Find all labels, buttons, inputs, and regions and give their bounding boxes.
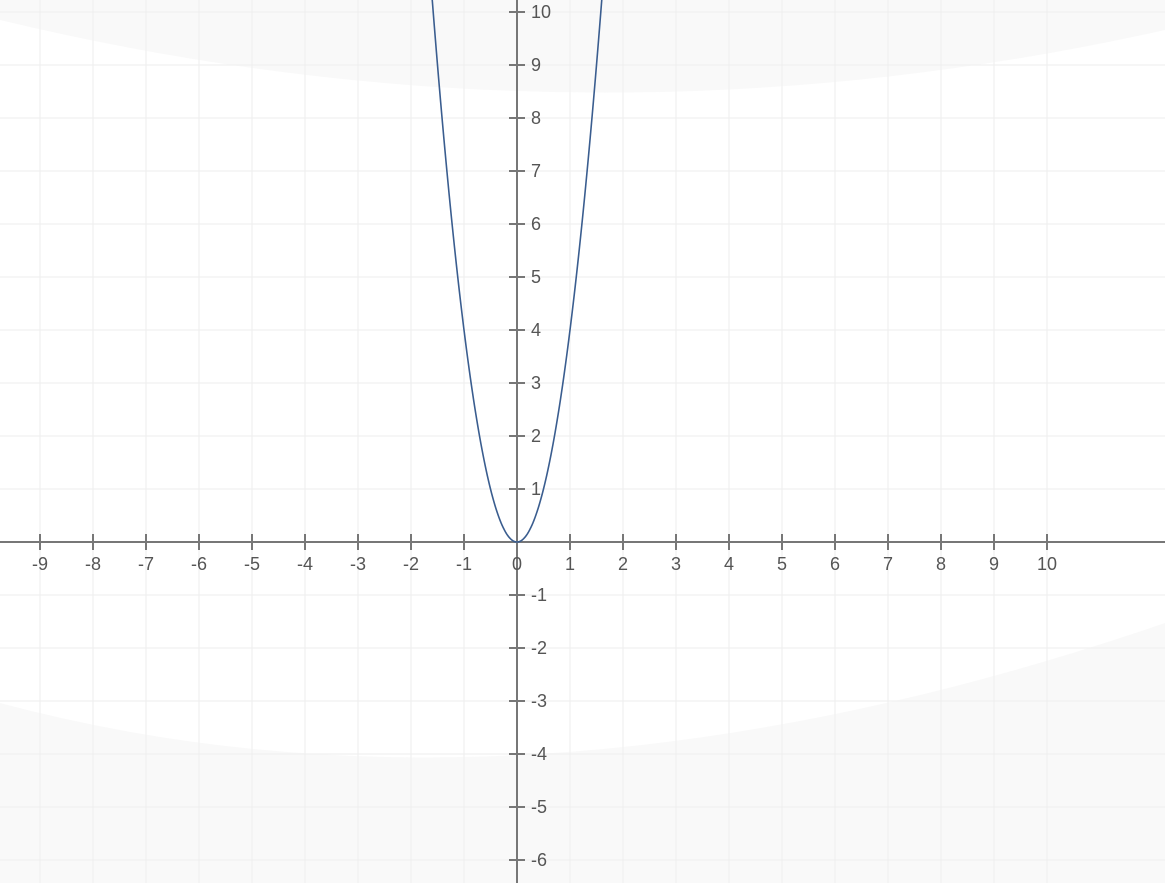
x-tick-label: -2: [403, 554, 419, 574]
y-tick-label: -5: [531, 797, 547, 817]
x-tick-label: 2: [618, 554, 628, 574]
chart-svg: -10-9-8-7-6-5-4-3-2-1012345678910-6-5-4-…: [0, 0, 1165, 883]
x-tick-label: -4: [297, 554, 313, 574]
y-tick-label: 4: [531, 320, 541, 340]
x-tick-label: -5: [244, 554, 260, 574]
x-tick-label: 9: [989, 554, 999, 574]
x-tick-label: 7: [883, 554, 893, 574]
y-tick-label: -6: [531, 850, 547, 870]
x-tick-label: -9: [32, 554, 48, 574]
y-tick-label: 7: [531, 161, 541, 181]
y-tick-label: 5: [531, 267, 541, 287]
x-tick-label: 1: [565, 554, 575, 574]
x-tick-label: -8: [85, 554, 101, 574]
y-tick-label: 3: [531, 373, 541, 393]
y-tick-label: 6: [531, 214, 541, 234]
y-tick-label: 1: [531, 479, 541, 499]
x-tick-label: -7: [138, 554, 154, 574]
y-tick-label: 9: [531, 55, 541, 75]
x-tick-label: 10: [1037, 554, 1057, 574]
coordinate-plane: -10-9-8-7-6-5-4-3-2-1012345678910-6-5-4-…: [0, 0, 1165, 883]
y-tick-label: 2: [531, 426, 541, 446]
y-tick-label: -2: [531, 638, 547, 658]
x-tick-label: 0: [512, 554, 522, 574]
x-tick-label: -6: [191, 554, 207, 574]
x-tick-label: 3: [671, 554, 681, 574]
y-tick-label: 10: [531, 2, 551, 22]
y-tick-label: 8: [531, 108, 541, 128]
x-tick-label: 4: [724, 554, 734, 574]
y-tick-label: -4: [531, 744, 547, 764]
x-tick-label: -1: [456, 554, 472, 574]
y-tick-label: -1: [531, 585, 547, 605]
x-tick-label: -3: [350, 554, 366, 574]
x-tick-label: 6: [830, 554, 840, 574]
x-tick-label: 5: [777, 554, 787, 574]
x-tick-label: 8: [936, 554, 946, 574]
y-tick-label: -3: [531, 691, 547, 711]
